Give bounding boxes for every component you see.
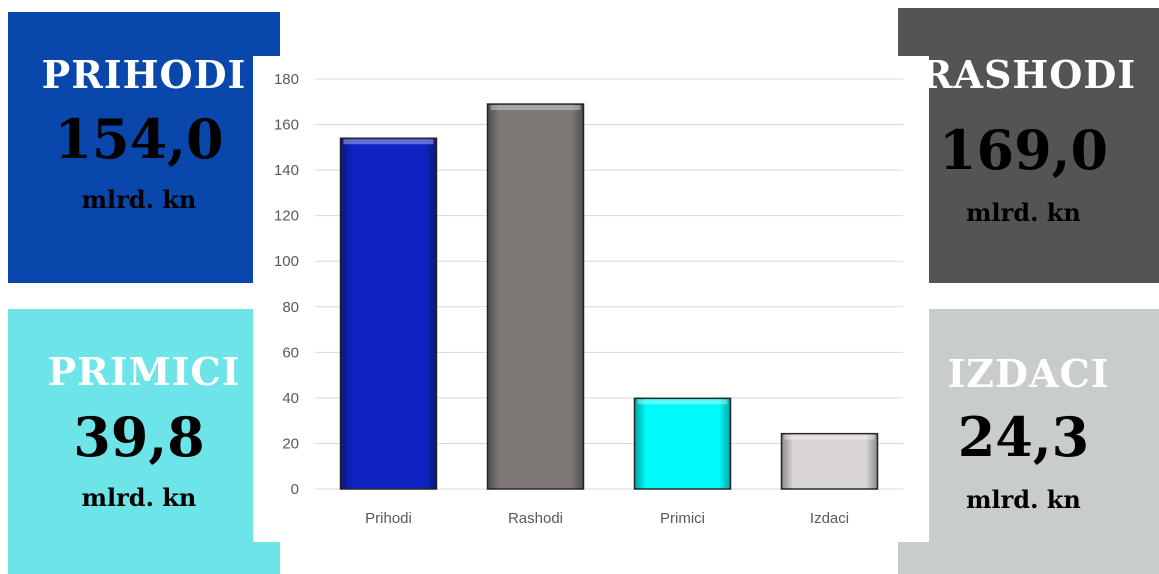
y-tick-label: 40	[282, 390, 299, 407]
x-category-label: Rashodi	[508, 510, 563, 527]
izdaci-unit: mlrd. kn	[966, 485, 1081, 514]
rashodi-value: 169,0	[938, 118, 1109, 182]
y-tick-label: 80	[282, 299, 299, 316]
bar-primici	[633, 397, 732, 490]
prihodi-unit: mlrd. kn	[81, 185, 197, 214]
bar-prihodi	[339, 137, 438, 490]
rashodi-title: RASHODI	[920, 52, 1137, 97]
izdaci-title: IZDACI	[947, 351, 1110, 396]
y-tick-label: 180	[274, 71, 299, 88]
bars	[339, 103, 879, 490]
x-axis-categories: Prihodi Rashodi Primici Izdaci	[365, 510, 849, 527]
prihodi-summary-card: PRIHODI 154,0 mlrd. kn	[8, 12, 280, 283]
primici-summary-card: PRIMICI 39,8 mlrd. kn	[8, 309, 280, 574]
y-tick-label: 140	[274, 162, 299, 179]
x-category-label: Izdaci	[810, 510, 849, 527]
y-tick-label: 100	[274, 253, 299, 270]
bar-izdaci	[780, 432, 879, 490]
prihodi-title: PRIHODI	[41, 52, 247, 97]
x-category-label: Prihodi	[365, 510, 412, 527]
y-tick-label: 0	[291, 481, 299, 498]
y-tick-label: 120	[274, 208, 299, 225]
primici-title: PRIMICI	[47, 349, 241, 394]
primici-value: 39,8	[73, 405, 205, 469]
y-tick-label: 160	[274, 117, 299, 134]
rashodi-summary-card: RASHODI 169,0 mlrd. kn	[898, 8, 1159, 283]
x-category-label: Primici	[660, 510, 705, 527]
izdaci-summary-card: IZDACI 24,3 mlrd. kn	[898, 309, 1159, 574]
prihodi-value: 154,0	[54, 107, 224, 171]
izdaci-value: 24,3	[957, 405, 1090, 469]
y-axis-ticks: 0 20 40 60 80 100 120 140 160 180	[274, 71, 299, 498]
primici-unit: mlrd. kn	[81, 483, 197, 512]
y-tick-label: 20	[282, 435, 299, 452]
bar-rashodi	[486, 103, 585, 490]
y-tick-label: 60	[282, 344, 299, 361]
rashodi-unit: mlrd. kn	[966, 198, 1081, 227]
